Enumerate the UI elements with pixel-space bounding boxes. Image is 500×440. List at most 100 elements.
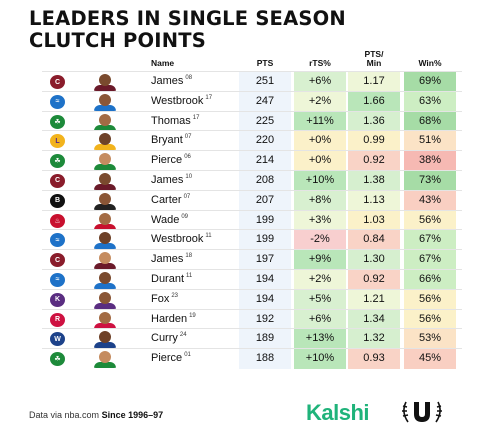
player-name-text: James [151,75,184,87]
player-name: Curry 24 [151,329,241,349]
player-photo [92,211,118,230]
table-row: ☘ Pierce 01 188 +10% 0.93 45% [42,348,462,369]
cavaliers-logo: C [50,75,65,89]
player-name-text: Westbrook [151,94,204,107]
win-cell: 67% [404,250,456,270]
player-photo [92,131,118,151]
cavaliers-logo: C [50,173,65,188]
table-row: L Bryant 07 220 +0% 0.99 51% [42,130,462,152]
warriors-logo: W [50,332,65,347]
rts-cell: +6% [294,309,346,330]
player-photo [92,151,118,171]
win-cell: 51% [404,131,456,152]
player-photo [92,191,118,210]
pts-cell: 194 [239,289,291,310]
pts-cell: 197 [239,250,291,270]
nets-logo: B [50,193,65,208]
header-rts: rTS% [309,58,331,68]
table-row: ☘ Thomas 17 225 +11% 1.36 68% [42,110,462,132]
win-cell: 38% [404,151,456,171]
table-row: ≈ Westbrook 11 199 -2% 0.84 67% [42,229,462,251]
rts-cell: +2% [294,91,346,112]
win-cell: 53% [404,329,456,350]
rts-cell: +8% [294,190,346,211]
player-name: Wade 09 [151,211,241,231]
team-glyph: C [54,256,61,264]
rts-cell: +0% [294,151,346,171]
pts-cell: 194 [239,269,291,290]
table-row: ♨ Wade 09 199 +3% 1.03 56% [42,209,462,231]
player-photo [92,171,118,190]
season-year: 09 [181,213,189,220]
cavaliers-logo: C [50,253,65,268]
player-name: Westbrook 11 [151,230,241,250]
table-body: C James 08 251 +6% 1.17 69% ≈ Westbrook 17 247 +2% 1… [42,71,462,369]
rts-cell: +13% [294,329,346,350]
team-glyph: C [54,78,61,86]
player-name-text: James [151,253,184,266]
table-row: ☘ Pierce 06 214 +0% 0.92 38% [42,150,462,171]
leaders-table: Name PTS rTS% PTS/ Min Win% C James 08 251 +… [42,49,462,369]
player-photo [92,250,118,270]
player-photo [92,349,118,369]
season-year: 23 [171,292,179,299]
player-name-text: Thomas [151,114,191,127]
pts-cell: 247 [239,91,291,112]
player-name: James 18 [151,250,241,270]
player-name: Carter 07 [151,191,241,211]
since-text: Since 1996–97 [101,410,164,420]
win-cell: 45% [404,349,456,369]
rts-cell: +10% [294,170,346,191]
kings-logo: K [50,292,65,307]
team-glyph: ≈ [55,276,60,284]
pts-min-cell: 1.32 [348,329,400,350]
player-name: Durant 11 [151,270,241,290]
player-photo [92,329,118,349]
player-name-text: Durant [151,272,185,285]
pts-min-cell: 0.84 [348,230,400,251]
header-win: Win% [418,58,442,68]
team-glyph: ☘ [54,356,61,364]
thunder-logo: ≈ [50,272,65,287]
season-year: 07 [183,193,191,200]
season-year: 06 [184,154,191,161]
pts-min-cell: 1.66 [348,91,400,112]
rts-cell: +3% [294,210,346,231]
team-glyph: K [54,296,61,304]
win-cell: 69% [404,72,456,92]
table-row: C James 08 251 +6% 1.17 69% [42,71,462,92]
thunder-logo: ≈ [50,94,65,109]
pts-min-cell: 1.36 [348,111,400,132]
team-glyph: L [55,137,60,145]
season-year: 10 [185,173,193,180]
pts-cell: 208 [239,170,291,191]
rockets-logo: R [50,312,65,327]
rts-cell: +10% [294,349,346,369]
pts-min-cell: 1.17 [348,72,400,92]
pts-min-cell: 1.21 [348,289,400,310]
player-name: Pierce 06 [151,151,241,171]
win-cell: 73% [404,170,456,191]
source-note: Data via nba.com Since 1996–97 [29,410,163,420]
table-header: Name PTS rTS% PTS/ Min Win% [42,49,462,71]
season-year: 01 [184,352,191,359]
win-cell: 68% [404,111,456,132]
header-name: Name [151,58,175,68]
player-name: James 08 [151,72,241,92]
heat-logo: ♨ [50,213,65,228]
thunder-logo: ≈ [50,233,65,248]
player-name: James 10 [151,171,241,191]
season-year: 17 [192,114,200,121]
season-year: 08 [185,75,193,81]
rts-cell: +6% [294,72,346,92]
player-photo [92,270,118,289]
win-cell: 66% [404,269,456,290]
lakers-logo: L [50,134,65,149]
team-glyph: ☘ [54,118,61,126]
win-cell: 63% [404,91,456,112]
pts-cell: 251 [239,72,291,92]
pts-cell: 214 [239,151,291,171]
table-row: C James 18 197 +9% 1.30 67% [42,249,462,270]
pts-cell: 192 [239,309,291,330]
player-name-text: Harden [151,312,188,325]
